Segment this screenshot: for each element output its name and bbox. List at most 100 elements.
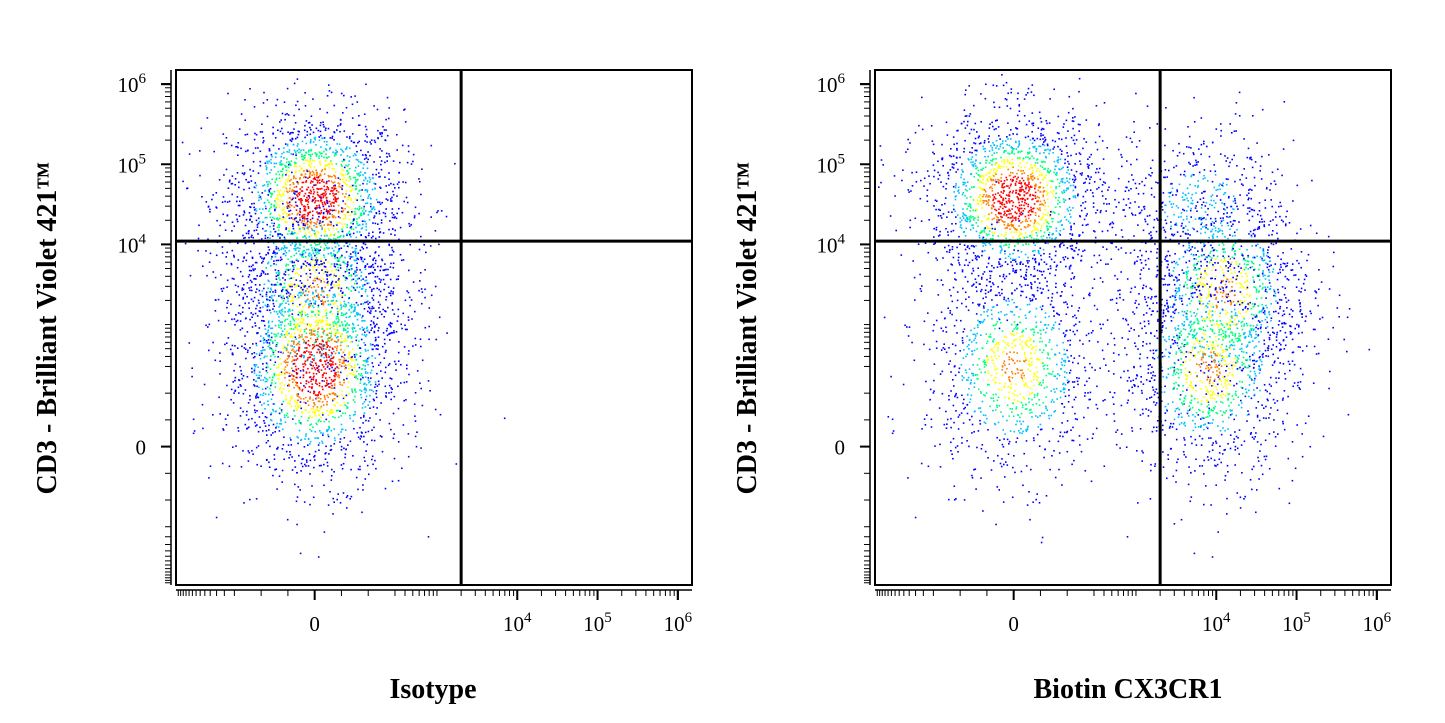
event-dot xyxy=(332,497,334,500)
event-dot xyxy=(298,386,301,389)
event-dot xyxy=(314,455,316,457)
event-dot xyxy=(285,184,287,186)
event-dot xyxy=(333,380,335,382)
event-dot xyxy=(321,228,323,231)
event-dot xyxy=(326,111,329,114)
event-dot xyxy=(242,214,245,216)
event-dot xyxy=(332,296,334,299)
event-dot xyxy=(354,308,356,310)
event-dot xyxy=(253,138,256,141)
event-dot xyxy=(322,434,324,436)
event-dot xyxy=(350,495,353,498)
event-dot xyxy=(304,311,306,314)
event-dot xyxy=(344,262,347,265)
event-dot xyxy=(299,243,301,246)
event-dot xyxy=(354,289,357,291)
event-dot xyxy=(331,347,334,349)
event-dot xyxy=(343,245,345,247)
event-dot xyxy=(323,396,326,399)
event-dot xyxy=(326,157,329,159)
event-dot xyxy=(234,389,237,392)
event-dot xyxy=(303,223,306,225)
event-dot xyxy=(272,350,274,352)
event-dot xyxy=(281,314,283,316)
event-dot xyxy=(1010,88,1013,90)
event-dot xyxy=(288,149,291,151)
event-dot xyxy=(243,188,245,191)
event-dot xyxy=(379,203,382,205)
event-dot xyxy=(351,348,354,351)
event-dot xyxy=(294,232,296,234)
event-dot xyxy=(329,311,331,314)
event-dot xyxy=(1048,172,1050,174)
event-dot xyxy=(279,418,282,421)
event-dot xyxy=(321,180,323,183)
event-dot xyxy=(266,99,269,101)
event-dot xyxy=(351,391,354,394)
event-dot xyxy=(346,345,348,347)
event-dot xyxy=(317,556,320,558)
event-dot xyxy=(234,178,237,180)
event-dot xyxy=(363,258,366,261)
event-dot xyxy=(276,345,278,347)
event-dot xyxy=(366,282,369,285)
event-dot xyxy=(338,416,340,418)
event-dot xyxy=(295,338,297,340)
event-dot xyxy=(388,392,390,394)
event-dot xyxy=(275,367,278,369)
event-dot xyxy=(371,429,373,431)
event-dot xyxy=(265,254,267,256)
event-dot xyxy=(1107,189,1109,191)
event-dot xyxy=(317,327,320,329)
event-dot xyxy=(315,364,318,366)
event-dot xyxy=(362,364,364,366)
event-dot xyxy=(364,290,367,293)
event-dot xyxy=(336,410,338,412)
event-dot xyxy=(282,194,285,196)
event-dot xyxy=(953,143,955,146)
event-dot xyxy=(361,320,363,322)
event-dot xyxy=(365,395,368,398)
event-dot xyxy=(362,182,364,185)
event-dot xyxy=(282,286,284,289)
event-dot xyxy=(264,205,267,207)
event-dot xyxy=(313,391,316,393)
event-dot xyxy=(369,272,372,275)
event-dot xyxy=(295,165,297,168)
event-dot xyxy=(418,212,420,215)
event-dot xyxy=(261,262,263,264)
event-dot xyxy=(293,386,295,389)
event-dot xyxy=(388,172,390,174)
event-dot xyxy=(455,463,458,465)
event-dot xyxy=(318,139,321,142)
event-dot xyxy=(283,273,285,275)
event-dot xyxy=(235,445,237,447)
event-dot xyxy=(324,458,327,460)
event-dot xyxy=(391,200,393,202)
event-dot xyxy=(255,374,258,377)
event-dot xyxy=(385,366,387,369)
event-dot xyxy=(274,289,277,292)
event-dot xyxy=(316,437,318,439)
event-dot xyxy=(392,183,395,186)
event-dot xyxy=(188,342,191,344)
event-dot xyxy=(313,341,316,344)
event-dot xyxy=(301,294,303,297)
event-dot xyxy=(363,327,366,330)
event-dot xyxy=(325,244,327,247)
y-tick-label: 0 xyxy=(136,436,147,460)
event-dot xyxy=(1039,152,1041,155)
event-dot xyxy=(988,162,991,164)
event-dot xyxy=(287,258,289,260)
event-dot xyxy=(236,172,239,174)
event-dot xyxy=(277,233,280,236)
event-dot xyxy=(412,281,415,283)
event-dot xyxy=(329,491,331,493)
event-dot xyxy=(276,197,279,199)
event-dot xyxy=(282,400,285,403)
event-dot xyxy=(255,219,258,222)
event-dot xyxy=(340,306,343,308)
event-dot xyxy=(323,185,325,188)
event-dot xyxy=(335,200,338,203)
event-dot xyxy=(348,372,351,375)
